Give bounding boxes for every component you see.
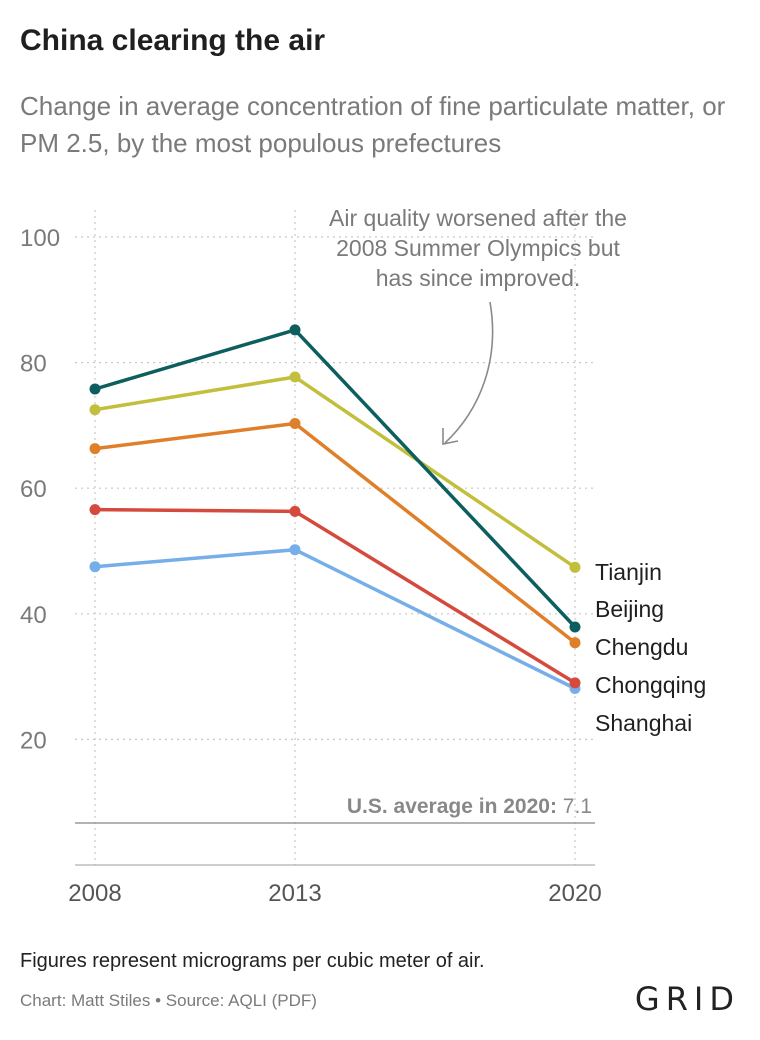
y-tick-label: 100	[20, 225, 60, 252]
data-point-tianjin	[89, 404, 101, 416]
data-point-chongqing	[89, 504, 101, 516]
annotation-arrow	[444, 301, 494, 444]
annotation-line: 2008 Summer Olympics but	[336, 235, 620, 261]
data-point-chongqing	[289, 505, 301, 517]
data-point-shanghai	[89, 561, 101, 573]
x-tick-label: 2013	[268, 880, 321, 907]
y-tick-label: 80	[20, 351, 47, 378]
y-tick-label: 60	[20, 476, 47, 503]
series-line-beijing	[94, 328, 577, 629]
data-point-beijing	[289, 324, 301, 336]
grid-logo: GRID	[634, 980, 740, 1018]
chart-subtitle: Change in average concentration of fine …	[20, 91, 726, 158]
data-point-tianjin	[289, 371, 301, 383]
data-point-chongqing	[569, 677, 581, 689]
series-label-beijing: Beijing	[595, 596, 664, 622]
data-point-beijing	[569, 621, 581, 633]
annotation-line: has since improved.	[376, 265, 581, 291]
footnote: Figures represent micrograms per cubic m…	[20, 950, 485, 972]
series-line-chengdu	[94, 421, 577, 645]
credit-line: Chart: Matt Stiles • Source: AQLI (PDF)	[20, 991, 317, 1010]
y-tick-label: 40	[20, 602, 47, 629]
us-average-label: U.S. average in 2020: 7.1	[347, 795, 592, 818]
series-label-chongqing: Chongqing	[595, 672, 706, 698]
series-line-tianjin	[94, 375, 576, 569]
annotation-arrowhead	[442, 428, 459, 445]
data-point-chengdu	[289, 418, 301, 429]
data-point-shanghai	[289, 544, 301, 556]
data-point-tianjin	[569, 561, 581, 573]
x-tick-label: 2020	[548, 880, 601, 907]
series-label-chengdu: Chengdu	[595, 634, 688, 660]
x-tick-label: 2008	[68, 880, 121, 907]
line-chart: 100 80 60 40 20 2008 2013 2020 U.S. average in 2…	[20, 205, 706, 907]
data-point-chengdu	[89, 443, 101, 455]
series-line-chongqing	[94, 507, 576, 685]
y-tick-label: 20	[20, 727, 47, 754]
chart-title: China clearing the air	[20, 24, 326, 57]
series-line-shanghai	[94, 547, 576, 691]
data-point-chengdu	[569, 637, 581, 649]
annotation-line: Air quality worsened after the	[329, 205, 627, 231]
series-label-tianjin: Tianjin	[595, 559, 662, 585]
series-label-shanghai: Shanghai	[595, 710, 692, 736]
data-point-beijing	[89, 383, 101, 395]
